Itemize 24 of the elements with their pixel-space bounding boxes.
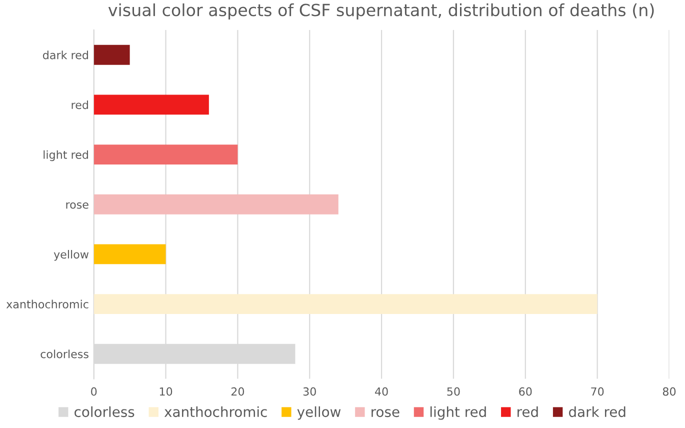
legend-label: red	[518, 406, 538, 418]
x-tick-label: 70	[591, 387, 604, 396]
legend-label: colorless	[74, 406, 134, 418]
legend-label: rose	[372, 409, 400, 418]
legend-label: xanthochromic	[164, 406, 267, 418]
x-tick-label: 30	[303, 387, 316, 396]
legend-label: yellow	[297, 406, 341, 420]
y-tick-label: red	[72, 100, 88, 110]
x-tick-label: 0	[91, 387, 97, 396]
y-tick-label: yellow	[54, 250, 89, 261]
x-tick-label: 60	[519, 387, 532, 396]
x-tick-label: 50	[447, 387, 460, 396]
y-tick-label: xanthochromic	[6, 300, 88, 308]
y-tick-label: rose	[66, 202, 88, 209]
chart-title: visual color aspects of CSF supernatant, distribution of deaths (n)	[108, 3, 654, 20]
y-tick-label: light red	[44, 150, 88, 162]
x-tick-label: 10	[160, 387, 172, 396]
y-tick-label: dark red	[42, 50, 88, 60]
legend-label: dark red	[569, 406, 626, 418]
y-tick-label: colorless	[40, 350, 88, 358]
x-tick-label: 20	[231, 387, 244, 396]
x-tick-label: 80	[662, 387, 676, 396]
x-tick-label: 40	[375, 387, 388, 396]
legend-label: light red	[430, 406, 486, 420]
